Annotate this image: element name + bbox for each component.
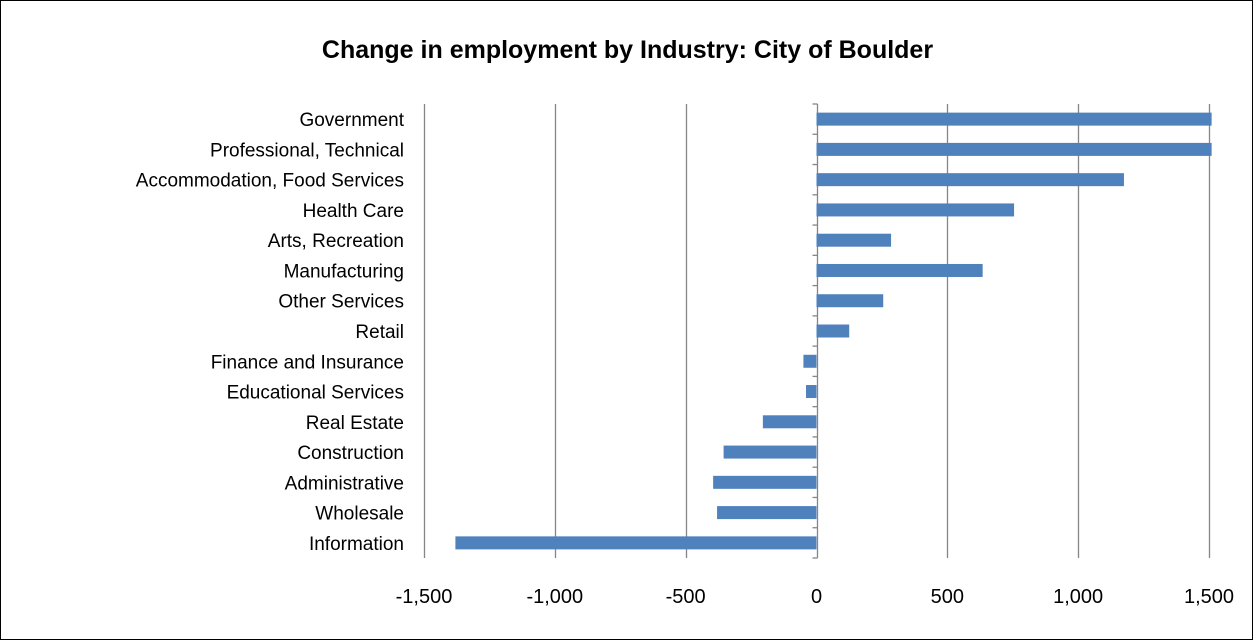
category-label: Construction <box>297 443 404 464</box>
bar <box>803 354 817 368</box>
category-label: Educational Services <box>227 383 404 404</box>
x-tick-label: 0 <box>811 586 822 608</box>
category-label: Government <box>299 110 404 131</box>
category-label: Real Estate <box>306 413 404 434</box>
bar <box>723 445 817 459</box>
category-label: Professional, Technical <box>210 140 404 161</box>
category-label: Accommodation, Food Services <box>136 171 404 192</box>
bars <box>455 112 1212 550</box>
x-tick-label: -500 <box>666 586 706 608</box>
category-label: Information <box>309 534 404 555</box>
bar <box>762 415 817 429</box>
bar <box>816 142 1212 156</box>
bar <box>717 506 817 520</box>
bar <box>713 475 817 489</box>
x-tick-label: -1,000 <box>526 586 583 608</box>
bar <box>816 112 1212 126</box>
bar <box>816 294 884 308</box>
category-label: Manufacturing <box>284 261 404 282</box>
category-label: Wholesale <box>315 504 404 525</box>
category-label: Retail <box>355 322 404 343</box>
category-label: Other Services <box>278 292 404 313</box>
x-tick-labels: -1,500 -1,000 -500 0 500 1,000 1,500 <box>396 586 1234 608</box>
bar <box>816 173 1124 187</box>
x-tick-label: 500 <box>931 586 964 608</box>
bar <box>816 233 892 247</box>
x-tick-label: 1,000 <box>1053 586 1103 608</box>
x-tick-label: 1,500 <box>1184 586 1234 608</box>
bar-chart: Government Professional, Technical Accommo… <box>136 103 1234 608</box>
bar <box>816 203 1015 217</box>
bar <box>455 536 817 550</box>
x-tick-label: -1,500 <box>396 586 453 608</box>
bar <box>806 385 817 399</box>
chart-title: Change in employment by Industry: City o… <box>321 36 934 64</box>
bar <box>816 324 850 338</box>
bar <box>816 263 983 277</box>
gridlines <box>423 104 1211 558</box>
category-label: Administrative <box>285 473 404 494</box>
category-label: Finance and Insurance <box>211 352 404 373</box>
category-label: Health Care <box>303 201 404 222</box>
category-label: Arts, Recreation <box>268 231 404 252</box>
category-labels: Government Professional, Technical Accommo… <box>136 110 405 555</box>
